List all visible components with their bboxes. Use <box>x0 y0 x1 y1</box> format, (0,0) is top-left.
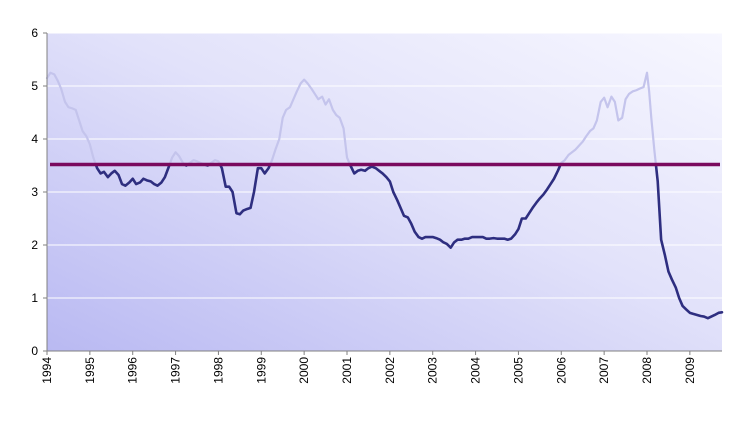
y-tick-label-5: 5 <box>31 79 38 93</box>
x-tick-label-4: 1998 <box>211 357 225 384</box>
y-tick-label-6: 6 <box>31 26 38 40</box>
y-axis-ticks: 0 1 2 3 4 5 6 <box>31 26 47 358</box>
x-tick-label-6: 2000 <box>297 357 311 384</box>
x-tick-label-3: 1997 <box>169 357 183 384</box>
x-tick-label-11: 2005 <box>511 357 525 384</box>
y-tick-label-2: 2 <box>31 238 38 252</box>
y-tick-label-3: 3 <box>31 185 38 199</box>
x-tick-label-14: 2008 <box>640 357 654 384</box>
series-0-segment-9 <box>348 163 562 249</box>
series-0-segment-11 <box>654 163 724 320</box>
x-tick-label-0: 1994 <box>40 357 54 384</box>
x-axis-ticks: 1994 1995 1996 1997 1998 1999 2000 2001 2002 2003… <box>40 351 697 384</box>
x-tick-label-5: 1999 <box>254 357 268 384</box>
x-tick-label-13: 2007 <box>597 357 611 384</box>
y-tick-label-0: 0 <box>31 344 38 358</box>
series-0-segment-10 <box>559 71 657 166</box>
series-0-segment-8 <box>269 78 352 166</box>
y-tick-label-4: 4 <box>31 132 38 146</box>
x-tick-label-7: 2001 <box>340 357 354 384</box>
x-tick-label-1: 1995 <box>83 357 97 384</box>
series-0-segment-1 <box>94 163 171 187</box>
x-tick-label-8: 2002 <box>383 357 397 384</box>
x-tick-label-9: 2003 <box>426 357 440 384</box>
series-0-segment-0 <box>45 71 97 166</box>
y-tick-label-1: 1 <box>31 291 38 305</box>
series-0-segment-7 <box>218 163 272 216</box>
x-tick-label-2: 1996 <box>126 357 140 384</box>
gridlines <box>47 32 722 299</box>
x-tick-label-15: 2009 <box>683 357 697 384</box>
x-tick-label-10: 2004 <box>469 357 483 384</box>
x-tick-label-12: 2006 <box>554 357 568 384</box>
